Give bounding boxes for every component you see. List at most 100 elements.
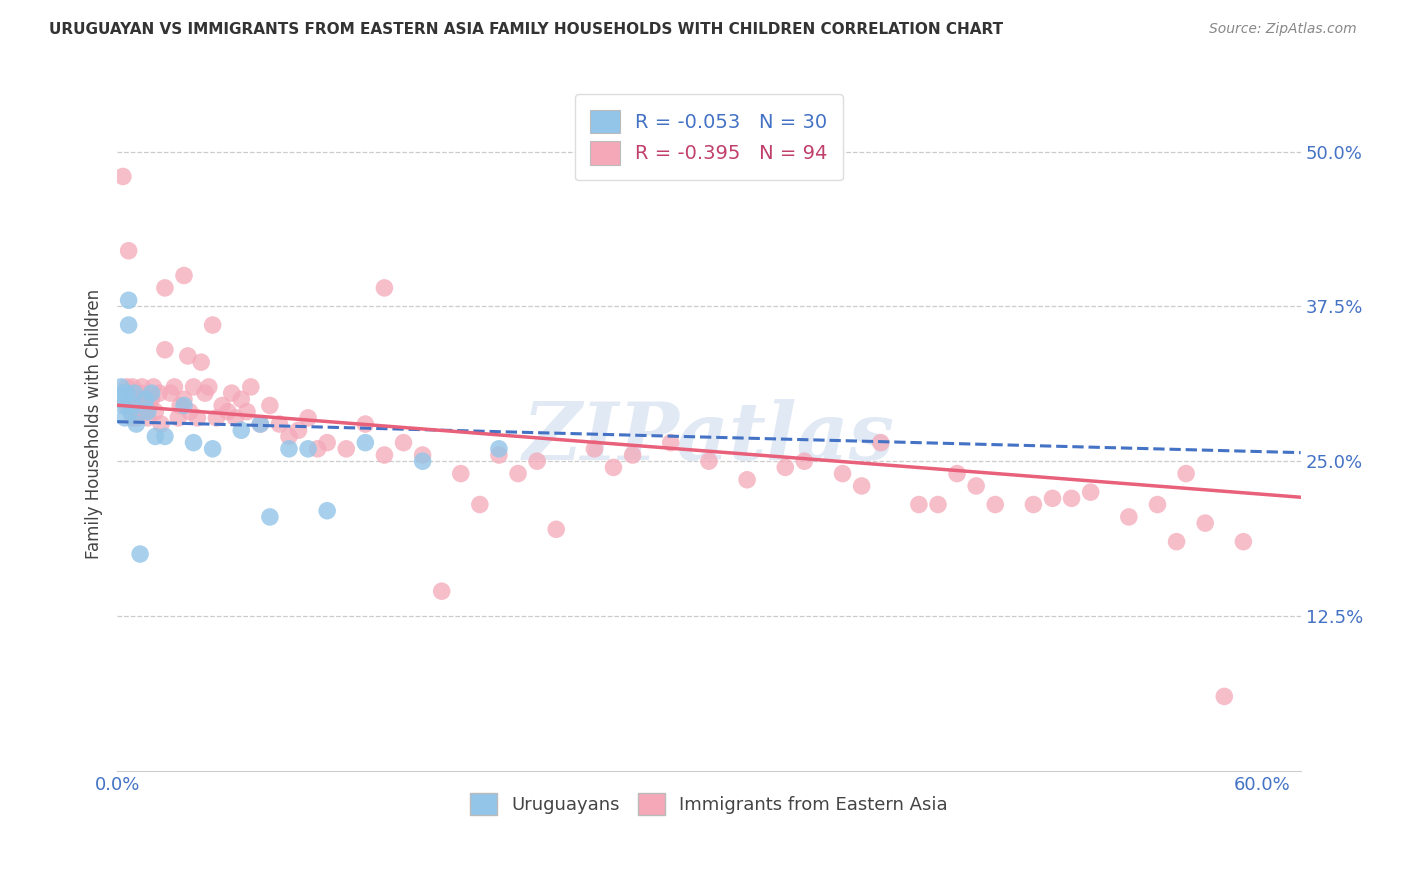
Point (217, 405, 239, 419)
Point (124, 386, 146, 401)
Point (121, 399, 143, 413)
Point (1175, 467, 1198, 481)
Point (111, 386, 134, 401)
Point (831, 467, 853, 481)
Point (117, 244, 139, 258)
Text: URUGUAYAN VS IMMIGRANTS FROM EASTERN ASIA FAMILY HOUSEHOLDS WITH CHILDREN CORREL: URUGUAYAN VS IMMIGRANTS FROM EASTERN ASI… (49, 22, 1004, 37)
Point (488, 442, 510, 456)
Point (129, 386, 152, 401)
Point (129, 547, 152, 561)
Point (148, 386, 170, 401)
Point (249, 417, 271, 431)
Point (269, 417, 291, 431)
Point (145, 405, 167, 419)
Point (120, 399, 142, 413)
Point (163, 380, 186, 394)
Point (1166, 534, 1188, 549)
Point (1042, 491, 1064, 506)
Point (430, 584, 453, 599)
Text: Source: ZipAtlas.com: Source: ZipAtlas.com (1209, 22, 1357, 37)
Point (167, 410, 190, 425)
Point (114, 410, 136, 425)
Point (450, 467, 472, 481)
Point (173, 268, 195, 283)
Point (190, 355, 212, 369)
Point (412, 448, 434, 462)
Point (468, 498, 491, 512)
Point (1022, 498, 1045, 512)
Point (111, 399, 134, 413)
Point (392, 435, 415, 450)
Point (506, 467, 529, 481)
Y-axis label: Family Households with Children: Family Households with Children (86, 289, 103, 559)
Point (316, 435, 339, 450)
Point (236, 405, 259, 419)
Point (131, 380, 153, 394)
Point (373, 281, 395, 295)
Point (583, 442, 606, 456)
Point (927, 498, 949, 512)
Point (621, 448, 644, 462)
Point (186, 410, 208, 425)
Point (198, 380, 221, 394)
Point (135, 405, 157, 419)
Point (145, 429, 167, 443)
Point (125, 417, 148, 431)
Point (697, 454, 720, 468)
Point (225, 410, 247, 425)
Point (121, 380, 143, 394)
Point (1232, 534, 1254, 549)
Point (1213, 690, 1236, 704)
Point (121, 410, 143, 425)
Point (278, 442, 301, 456)
Point (179, 405, 201, 419)
Point (108, 392, 131, 407)
Point (125, 399, 148, 413)
Point (354, 417, 377, 431)
Point (115, 399, 138, 413)
Point (115, 386, 138, 401)
Point (194, 386, 217, 401)
Point (1060, 491, 1083, 506)
Point (287, 423, 309, 437)
Point (117, 318, 139, 332)
Point (231, 423, 253, 437)
Point (173, 392, 195, 407)
Point (169, 399, 191, 413)
Point (775, 460, 797, 475)
Point (1194, 516, 1216, 530)
Point (110, 380, 132, 394)
Point (869, 435, 891, 450)
Point (177, 349, 200, 363)
Point (602, 460, 624, 475)
Point (173, 399, 195, 413)
Point (908, 498, 931, 512)
Point (278, 429, 301, 443)
Point (373, 448, 395, 462)
Point (183, 380, 205, 394)
Point (526, 454, 548, 468)
Point (851, 479, 873, 493)
Point (120, 405, 142, 419)
Point (297, 410, 319, 425)
Point (335, 442, 357, 456)
Point (159, 386, 181, 401)
Point (153, 429, 176, 443)
Point (138, 399, 160, 413)
Legend: Uruguayans, Immigrants from Eastern Asia: Uruguayans, Immigrants from Eastern Asia (461, 784, 957, 824)
Point (183, 435, 205, 450)
Point (488, 448, 510, 462)
Point (231, 392, 253, 407)
Point (136, 405, 159, 419)
Point (205, 410, 228, 425)
Point (259, 509, 281, 524)
Point (412, 454, 434, 468)
Point (201, 442, 224, 456)
Point (249, 417, 271, 431)
Point (239, 380, 262, 394)
Point (946, 467, 969, 481)
Point (150, 417, 173, 431)
Point (115, 380, 138, 394)
Point (135, 392, 157, 407)
Point (316, 504, 339, 518)
